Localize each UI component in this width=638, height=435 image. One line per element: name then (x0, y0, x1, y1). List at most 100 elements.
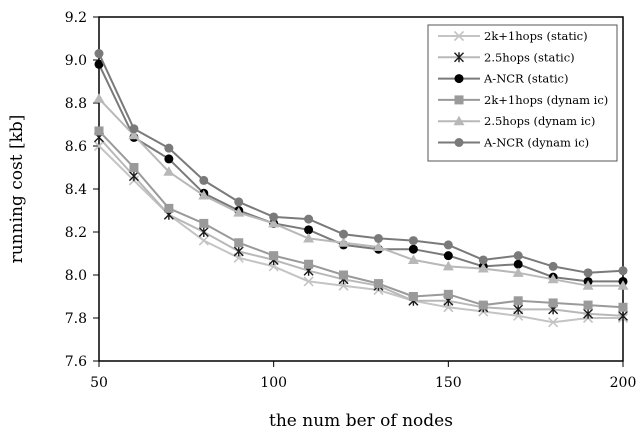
data-point (512, 267, 524, 277)
data-point (548, 261, 558, 271)
y-tick-label: 7.6 (65, 354, 87, 370)
data-point (477, 263, 489, 273)
data-point (442, 260, 454, 271)
data-point (164, 203, 174, 213)
legend-label: 2k+1hops (dynam ic) (484, 93, 608, 107)
data-point (618, 302, 628, 312)
data-point (303, 276, 314, 287)
data-point (339, 270, 349, 280)
data-point (198, 189, 210, 200)
data-point (513, 304, 524, 315)
data-point (513, 296, 523, 306)
data-point (583, 300, 593, 310)
data-point (407, 254, 419, 264)
data-point (94, 59, 104, 69)
data-point (548, 298, 558, 308)
series-5 (93, 93, 629, 290)
data-point (234, 197, 244, 207)
data-point (128, 129, 140, 140)
data-point (372, 241, 384, 252)
data-point (478, 255, 488, 265)
legend-marker (454, 74, 464, 84)
x-tick-label: 200 (610, 375, 637, 391)
legend-entry: 2k+1hops (dynam ic) (438, 93, 608, 107)
data-point (199, 218, 209, 228)
data-point (478, 300, 488, 310)
y-tick-label: 7.8 (65, 311, 87, 327)
data-point (338, 237, 350, 247)
data-point (408, 292, 418, 301)
data-point (269, 212, 279, 222)
legend-marker (454, 95, 464, 105)
legend-marker (454, 138, 464, 147)
series-line (98, 53, 624, 274)
data-point (583, 308, 594, 319)
legend: 2k+1hops (static) 2.5hops (static) A-NCR (… (427, 24, 618, 162)
data-point (304, 259, 314, 269)
legend-entry: A-NCR (dynam ic) (438, 136, 589, 150)
data-point (618, 266, 628, 276)
y-tick-label: 8.6 (65, 139, 87, 155)
data-point (269, 251, 279, 261)
data-point (268, 217, 280, 228)
legend-label: 2k+1hops (static) (484, 29, 588, 43)
legend-entry: 2.5hops (dynam ic) (438, 114, 595, 128)
data-point (339, 229, 349, 239)
data-point (408, 244, 418, 254)
y-tick-label: 9.2 (65, 10, 87, 26)
y-tick-label: 8.2 (65, 225, 87, 241)
data-point (582, 280, 594, 290)
data-point (547, 273, 559, 284)
data-point (443, 240, 453, 250)
y-tick-label: 9.0 (65, 53, 87, 69)
data-point (443, 289, 453, 299)
data-point (163, 166, 175, 176)
series-line (98, 98, 623, 287)
data-point (548, 317, 559, 328)
data-point (93, 140, 105, 152)
data-point (513, 251, 523, 261)
data-point (373, 279, 383, 289)
x-tick-label: 50 (90, 375, 108, 391)
data-point (94, 49, 104, 59)
x-tick-label: 150 (435, 375, 462, 391)
y-tick-label: 8.8 (65, 96, 87, 112)
legend-label: 2.5hops (dynam ic) (484, 114, 595, 128)
series-line (98, 130, 624, 309)
data-point (304, 214, 314, 224)
y-tick-label: 8.4 (65, 182, 87, 198)
legend-entry: A-NCR (static) (438, 72, 568, 86)
legend-label: 2.5hops (static) (484, 50, 575, 64)
data-point (303, 232, 315, 243)
data-point (513, 259, 523, 269)
x-axis-title: the num ber of nodes (269, 411, 453, 431)
legend-label: A-NCR (dynam ic) (483, 136, 589, 150)
legend-entry: 2.5hops (static) (438, 50, 575, 64)
legend-marker (453, 115, 465, 126)
data-point (129, 163, 139, 172)
y-axis-title: running cost [kb] (7, 115, 27, 264)
data-point (128, 171, 139, 182)
data-point (164, 154, 174, 164)
series-6 (94, 49, 628, 278)
series-4 (94, 126, 628, 312)
data-point (198, 235, 209, 246)
data-point (199, 175, 209, 185)
legend-entry: 2k+1hops (static) (438, 29, 588, 43)
data-point (233, 207, 245, 217)
y-tick-label: 8.0 (65, 268, 87, 284)
data-point (129, 124, 139, 134)
data-point (304, 225, 314, 235)
series-line (98, 63, 623, 283)
data-point (443, 251, 453, 261)
x-tick-label: 100 (260, 375, 287, 391)
legend-marker (453, 30, 465, 42)
data-point (408, 236, 418, 246)
data-point (617, 280, 629, 290)
data-point (198, 227, 209, 237)
y-axis-ticks: 7.6 7.8 8.0 8.2 8.4 8.6 8.8 9.0 9.2 (65, 10, 99, 370)
data-point (94, 126, 104, 136)
data-point (93, 93, 105, 103)
data-point (583, 268, 593, 278)
